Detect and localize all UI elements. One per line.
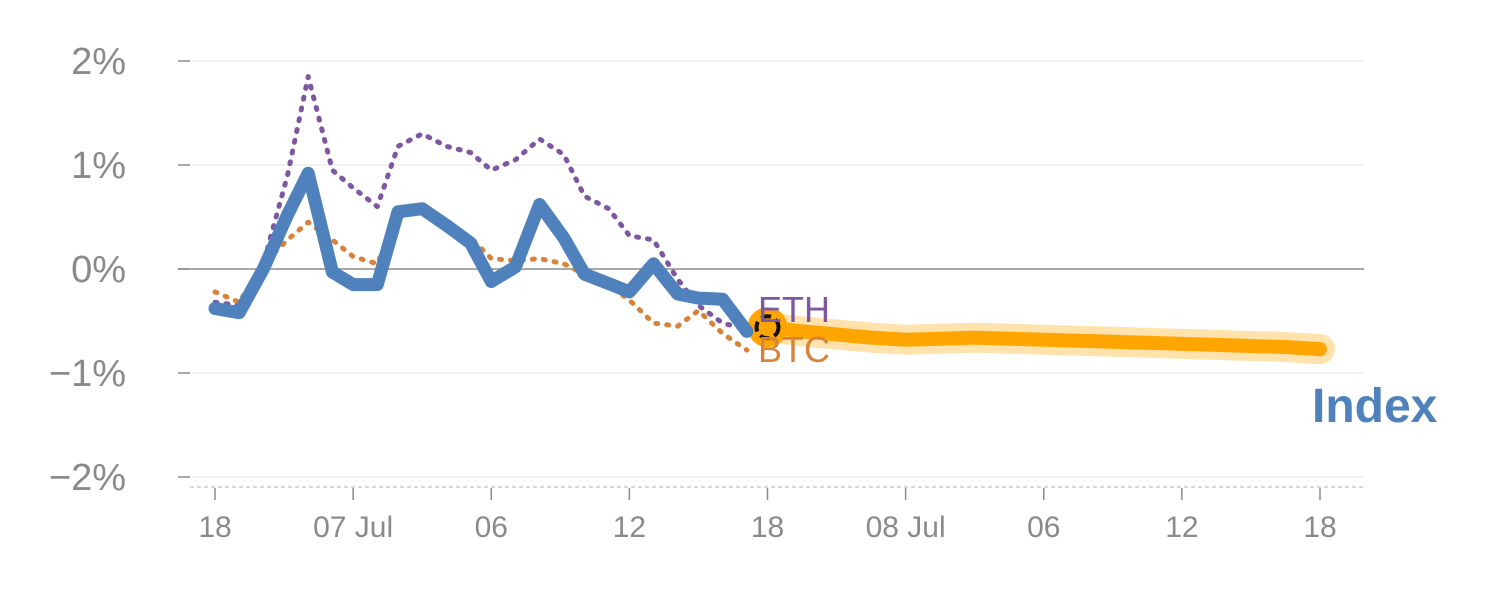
eth-series-line: [212, 74, 750, 332]
index-series-line: [208, 166, 754, 338]
forecast-series-line: [760, 320, 1327, 357]
y-tick-label: −1%: [49, 353, 126, 395]
x-tick-label: 08 Jul: [866, 511, 946, 544]
label-layer: ETH BTC Index: [758, 289, 1438, 433]
x-tick-label: 18: [198, 511, 231, 544]
forecast-start-marker: [747, 307, 788, 348]
btc-series-line: [212, 209, 750, 353]
y-tick-label: 1%: [71, 145, 126, 187]
index-series-label: Index: [1312, 380, 1438, 433]
x-tick-label: 06: [1027, 511, 1060, 544]
y-tick-label: 2%: [71, 41, 126, 83]
x-tick-label: 12: [1165, 511, 1198, 544]
btc-series-label: BTC: [758, 329, 830, 370]
x-tick-label: 18: [751, 511, 784, 544]
y-tick-label: 0%: [71, 249, 126, 291]
x-tick-label: 06: [475, 511, 508, 544]
eth-series-label: ETH: [758, 289, 830, 330]
axis-layer: 2% 1% 0% −1% −2% 18 07 Jul 06 12 18 08 Jul 06 12 18: [49, 41, 1364, 544]
x-tick-label: 07 Jul: [313, 511, 393, 544]
grid-layer: [178, 60, 1364, 478]
series-layer: [208, 74, 1335, 365]
y-tick-label: −2%: [49, 457, 126, 499]
x-tick-label: 18: [1303, 511, 1336, 544]
current-point-marker: [754, 314, 781, 341]
x-tick-label: 12: [613, 511, 646, 544]
